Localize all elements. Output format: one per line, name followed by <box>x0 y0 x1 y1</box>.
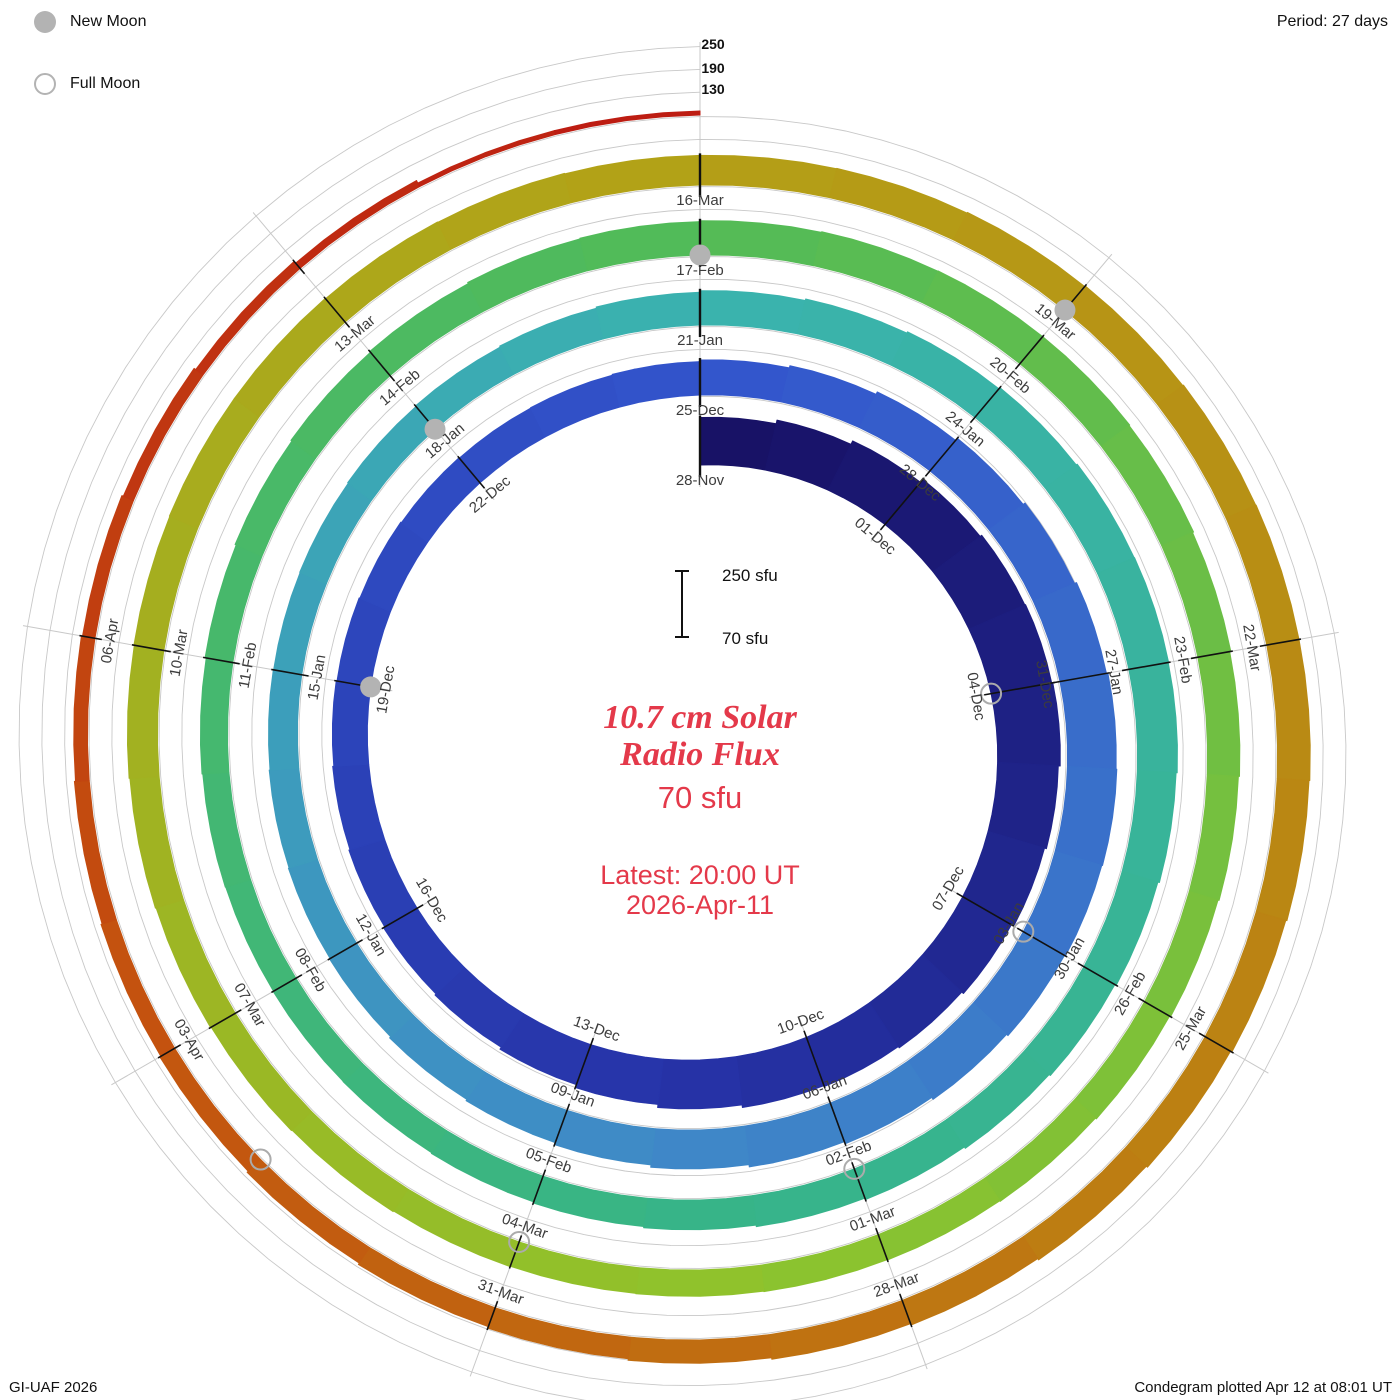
chart-title-line2: Radio Flux <box>620 736 780 773</box>
chart-title-line1: 10.7 cm Solar <box>603 699 797 736</box>
new-moon-marker <box>360 676 382 698</box>
full-moon-marker <box>508 1230 531 1253</box>
date-tick-label: 28-Nov <box>676 472 725 489</box>
new-moon-icon <box>34 11 56 33</box>
full-moon-icon <box>34 73 56 95</box>
credit-left: GI-UAF 2026 <box>9 1379 98 1396</box>
radial-axis-label-250: 250 <box>701 36 725 52</box>
date-tick-label: 25-Dec <box>676 402 725 419</box>
date-tick-label: 06-Apr <box>98 617 123 664</box>
radial-axis-label-130: 130 <box>701 81 725 97</box>
flux-scale-bar <box>675 570 689 638</box>
new-moon-label: New Moon <box>70 13 147 30</box>
date-tick-label: 17-Feb <box>676 262 724 279</box>
legend-new-moon: New Moon <box>34 11 146 33</box>
new-moon-marker <box>424 418 446 440</box>
date-tick-label: 16-Mar <box>676 192 724 209</box>
current-flux-value: 70 sfu <box>657 780 743 815</box>
date-tick-label: 21-Jan <box>677 332 723 349</box>
full-moon-marker <box>249 1148 272 1171</box>
full-moon-marker <box>843 1157 866 1180</box>
legend-full-moon: Full Moon <box>34 73 140 95</box>
full-moon-marker <box>1012 920 1035 943</box>
full-moon-label: Full Moon <box>70 75 141 92</box>
full-moon-marker <box>980 682 1003 705</box>
plotted-timestamp: Condegram plotted Apr 12 at 08:01 UT <box>1134 1379 1392 1396</box>
new-moon-marker <box>689 244 711 266</box>
scale-bar-top-label: 250 sfu <box>722 566 778 585</box>
period-label: Period: 27 days <box>1276 13 1388 30</box>
radial-axis-label-190: 190 <box>701 60 725 76</box>
moon-markers <box>249 244 1076 1253</box>
new-moon-marker <box>1054 299 1076 321</box>
scale-bar-bottom-label: 70 sfu <box>722 629 769 648</box>
latest-time-label: Latest: 20:00 UT <box>600 860 800 890</box>
latest-date-label: 2026-Apr-11 <box>625 890 775 920</box>
